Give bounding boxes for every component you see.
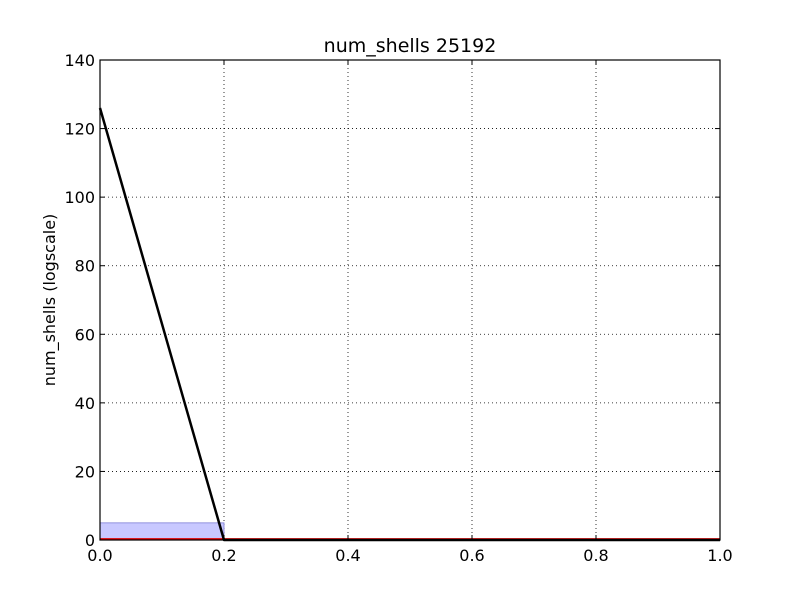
plot-frame — [99, 59, 721, 541]
y-tick-label: 0 — [85, 531, 95, 550]
chart-title: num_shells 25192 — [324, 35, 497, 57]
x-tick-label: 0.2 — [211, 546, 236, 565]
band-layer — [99, 522, 225, 541]
x-tick-label: 0.8 — [583, 546, 608, 565]
y-tick-label: 100 — [64, 188, 95, 207]
ticks: 0.0 0.2 0.4 0.6 0.8 1.0 0 20 40 60 80 100 120 140 — [64, 51, 732, 565]
y-tick-label: 40 — [75, 394, 95, 413]
x-tick-label: 0.6 — [459, 546, 484, 565]
shaded-band — [99, 522, 225, 541]
y-tick-label: 60 — [75, 325, 95, 344]
x-tick-label: 1.0 — [707, 546, 732, 565]
y-axis-label: num_shells (logscale) — [40, 214, 60, 387]
y-tick-label: 140 — [64, 51, 95, 70]
x-tick-label: 0.4 — [335, 546, 360, 565]
y-tick-label: 120 — [64, 120, 95, 139]
y-tick-label: 80 — [75, 257, 95, 276]
x-tick-label: 0.0 — [87, 546, 112, 565]
y-tick-label: 20 — [75, 462, 95, 481]
plot-area — [100, 60, 720, 540]
grid-lines — [100, 60, 720, 540]
